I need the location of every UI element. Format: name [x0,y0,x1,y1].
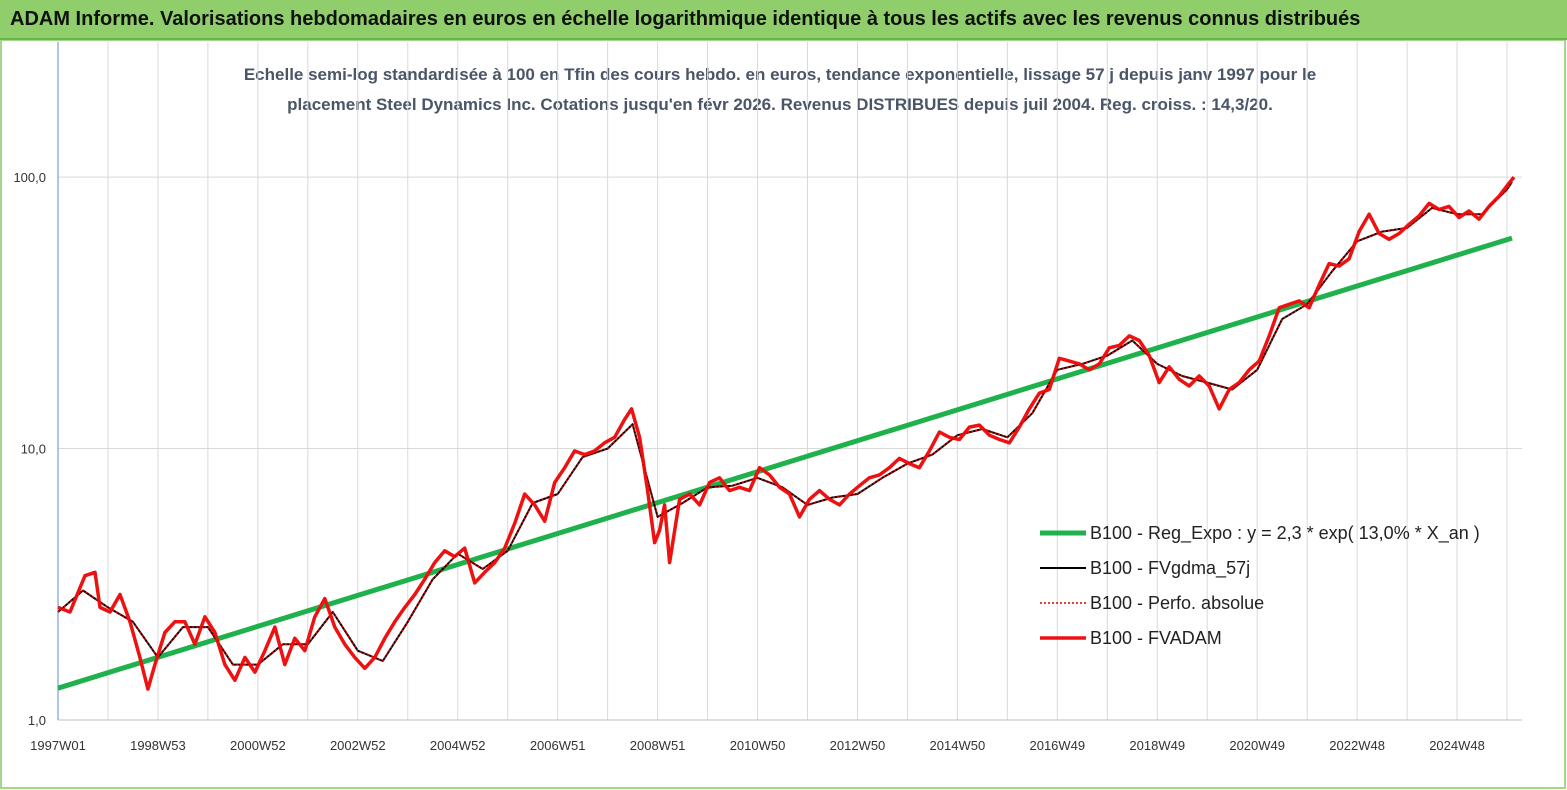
legend-label: B100 - Reg_Expo : y = 2,3 * exp( 13,0% *… [1090,523,1480,544]
x-tick-label: 2000W52 [230,738,286,753]
x-tick-label: 2004W52 [430,738,486,753]
series-line [57,181,1513,666]
series-line [57,181,1513,666]
chart-subtitle: placement Steel Dynamics Inc. Cotations … [287,95,1273,114]
legend-label: B100 - FVgdma_57j [1090,558,1250,579]
x-tick-label: 2018W49 [1129,738,1185,753]
y-tick-label: 1,0 [28,713,46,728]
banner: ADAM Informe. Valorisations hebdomadaire… [0,0,1567,40]
x-tick-label: 2008W51 [630,738,686,753]
x-tick-label: 2014W50 [930,738,986,753]
y-tick-label: 100,0 [13,170,46,185]
x-tick-label: 2022W48 [1329,738,1385,753]
x-tick-label: 2020W49 [1229,738,1285,753]
x-tick-label: 2006W51 [530,738,586,753]
x-tick-label: 2016W49 [1029,738,1085,753]
y-tick-label: 10,0 [21,442,46,457]
x-tick-label: 1997W01 [30,738,86,753]
series-line [57,235,1513,691]
series-line [57,175,1516,691]
legend-label: B100 - Perfo. absolue [1090,593,1264,613]
x-tick-label: 1998W53 [130,738,186,753]
page-title: ADAM Informe. Valorisations hebdomadaire… [10,8,1361,30]
x-tick-label: 2012W50 [830,738,886,753]
x-tick-label: 2002W52 [330,738,386,753]
x-tick-label: 2010W50 [730,738,786,753]
chart: Echelle semi-log standardisée à 100 en T… [0,40,1566,789]
legend-label: B100 - FVADAM [1090,628,1222,648]
chart-subtitle: Echelle semi-log standardisée à 100 en T… [244,65,1316,84]
x-tick-label: 2024W48 [1429,738,1485,753]
chart-frame [0,40,1566,789]
